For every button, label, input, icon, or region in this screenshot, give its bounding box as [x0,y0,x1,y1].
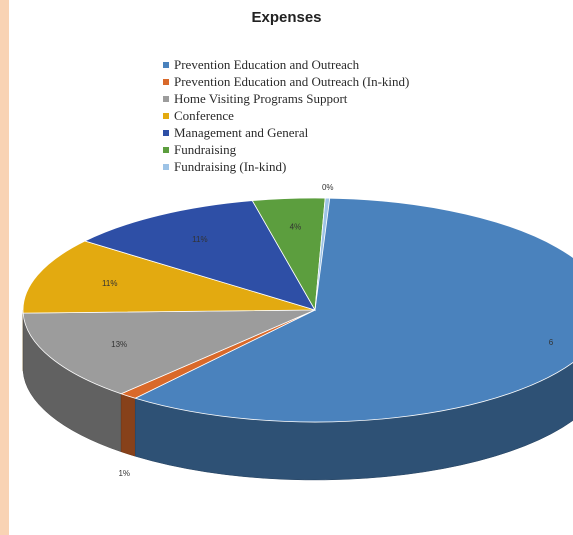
pie-slice-side [120,393,136,457]
pie-slice [134,197,573,423]
left-edge-strip [0,0,9,535]
legend-label: Fundraising [174,142,237,157]
pie-labels: 6 1% 13% 11% 11% 4% 0% [102,183,554,478]
legend-item: Prevention Education and Outreach (In-ki… [163,73,409,90]
chart-title: Expenses [251,9,322,26]
legend-label: Management and General [174,125,309,140]
slice-data-label: 0% [322,183,334,192]
legend-swatch [163,130,169,137]
legend-swatch [163,79,169,86]
legend-item: Home Visiting Programs Support [163,90,409,107]
slice-data-label: 13% [111,340,127,349]
legend-swatch [163,164,169,171]
legend-item: Prevention Education and Outreach [163,56,409,73]
legend-label: Fundraising (In-kind) [174,159,287,174]
legend-item: Fundraising (In-kind) [163,158,409,175]
pie-slice [314,197,331,311]
legend-swatch [163,96,169,103]
legend-item: Fundraising [163,141,409,158]
slice-data-label: 4% [290,223,302,232]
legend-swatch [163,147,169,154]
legend-label: Conference [174,108,234,123]
legend-label: Home Visiting Programs Support [174,91,348,106]
chart-legend: Prevention Education and Outreach Preven… [163,56,409,175]
pie-slice [22,309,316,395]
pie-slice [83,200,316,311]
legend-label: Prevention Education and Outreach [174,57,360,72]
pie-slice [22,240,316,314]
legend-item: Management and General [163,124,409,141]
slice-data-label: 11% [192,235,207,244]
pie-tops [22,197,573,423]
legend-swatch [163,62,169,69]
legend-item: Conference [163,107,409,124]
legend-label: Prevention Education and Outreach (In-ki… [174,74,410,89]
slice-data-label: 6 [549,338,554,347]
slice-data-label: 11% [102,279,117,288]
legend-swatch [163,113,169,120]
slice-data-label: 1% [118,469,130,478]
